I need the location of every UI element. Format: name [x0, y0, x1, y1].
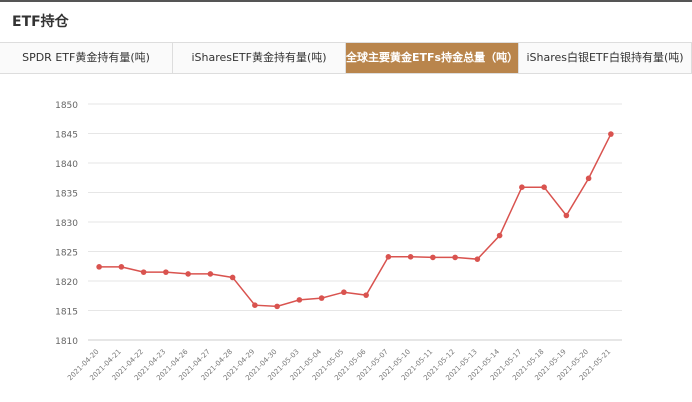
series-line [99, 133, 612, 308]
data-point [274, 303, 280, 310]
data-point [452, 254, 458, 261]
tab-global-gold-etfs[interactable]: 全球主要黄金ETFs持金总量（吨） [346, 43, 519, 73]
tab-spdr-gold[interactable]: SPDR ETF黄金持有量(吨) [0, 43, 173, 73]
y-tick-label: 1810 [55, 337, 78, 347]
data-point [474, 256, 481, 262]
data-point [407, 254, 414, 260]
y-tick-label: 1815 [55, 308, 78, 318]
data-point [296, 297, 303, 303]
page-title: ETF持仓 [12, 14, 69, 30]
data-point [96, 264, 102, 270]
data-point [252, 302, 258, 308]
data-point [207, 271, 214, 277]
data-point [563, 212, 570, 219]
y-tick-label: 1820 [55, 278, 78, 288]
data-point [430, 254, 436, 261]
data-point [318, 295, 325, 301]
data-point [163, 269, 169, 275]
y-tick-label: 1850 [55, 101, 78, 111]
data-point [519, 184, 525, 190]
top-border [0, 0, 692, 2]
tab-bar: SPDR ETF黄金持有量(吨) iSharesETF黄金持有量(吨) 全球主要… [0, 42, 692, 74]
y-tick-label: 1845 [55, 131, 78, 141]
data-point [185, 271, 191, 277]
tab-ishares-gold[interactable]: iSharesETF黄金持有量(吨) [173, 43, 346, 73]
data-point [118, 264, 125, 270]
line-chart: 1810181518201825183018351840184518502021… [55, 101, 622, 382]
data-point [229, 274, 236, 281]
y-tick-label: 1835 [55, 190, 78, 200]
y-tick-label: 1825 [55, 249, 78, 259]
data-point [140, 269, 147, 275]
y-tick-label: 1830 [55, 219, 78, 229]
data-point [541, 184, 547, 190]
data-point [496, 232, 503, 239]
data-point [585, 175, 592, 182]
tab-ishares-silver[interactable]: iShares白银ETF白银持有量(吨) [519, 43, 692, 73]
data-point [608, 131, 614, 137]
data-point [341, 289, 347, 296]
y-tick-label: 1840 [55, 160, 78, 170]
data-point [363, 292, 369, 298]
data-point [385, 254, 392, 260]
